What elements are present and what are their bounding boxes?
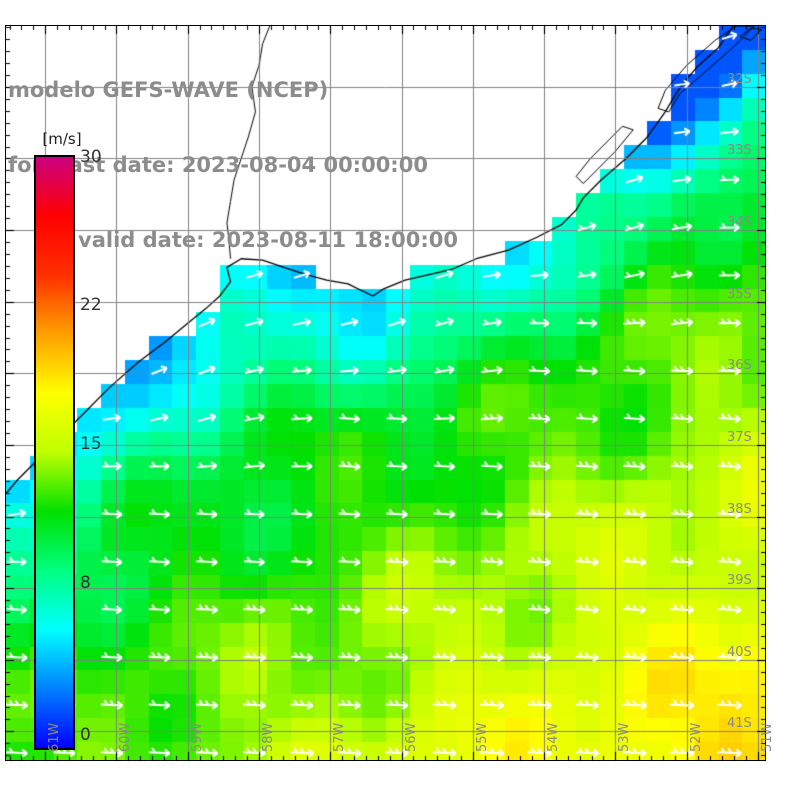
colorbar-tick-0: 0	[80, 725, 91, 745]
lat-tick-35S: 35S	[727, 286, 752, 302]
lat-tick-33S: 33S	[727, 143, 752, 159]
model-title: modelo GEFS-WAVE (NCEP)	[8, 78, 329, 102]
chart-title-block: modelo GEFS-WAVE (NCEP) forecast date: 2…	[8, 28, 528, 303]
lon-tick-57W: 57W	[332, 722, 348, 752]
lat-tick-41S: 41S	[727, 716, 752, 732]
lat-tick-36S: 36S	[727, 358, 752, 374]
colorbar-units-label: [m/s]	[42, 130, 82, 148]
lon-tick-55W: 55W	[474, 722, 490, 752]
lat-tick-37S: 37S	[727, 429, 752, 445]
colorbar-tick-22: 22	[80, 295, 102, 315]
lon-tick-60W: 60W	[118, 722, 134, 752]
lat-tick-38S: 38S	[727, 501, 752, 517]
lat-tick-32S: 32S	[727, 71, 752, 87]
lat-tick-39S: 39S	[727, 573, 752, 589]
colorbar-tick-30: 30	[80, 147, 102, 167]
colorbar-gradient	[34, 155, 75, 750]
lon-tick-56W: 56W	[403, 722, 419, 752]
colorbar-tick-8: 8	[80, 573, 91, 593]
colorbar-tick-15: 15	[80, 434, 102, 454]
lon-tick-61W: 61W	[47, 722, 63, 752]
lon-tick-58W: 58W	[261, 722, 276, 752]
lon-tick-51W: 51W	[759, 722, 775, 752]
lat-tick-34S: 34S	[727, 215, 752, 231]
lon-tick-59W: 59W	[189, 722, 205, 752]
lat-tick-40S: 40S	[727, 644, 752, 660]
lon-tick-52W: 52W	[688, 722, 704, 752]
lon-tick-53W: 53W	[617, 722, 633, 752]
valid-date-text: valid date: 2023-08-11 18:00:00	[78, 228, 458, 252]
lon-tick-54W: 54W	[546, 722, 562, 752]
